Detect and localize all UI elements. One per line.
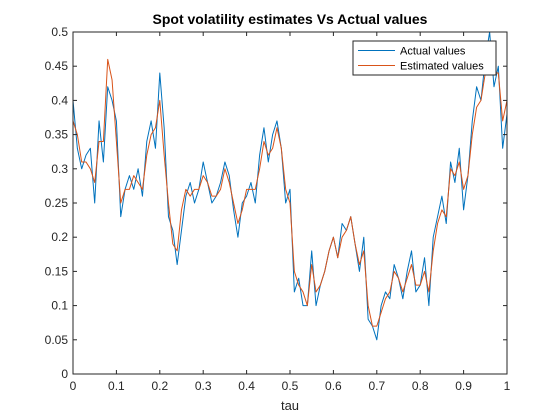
x-tick-label: 0.6 (325, 379, 342, 393)
y-tick-label: 0.15 (45, 264, 69, 278)
x-tick-label: 0.7 (368, 379, 385, 393)
x-tick-label: 1 (504, 379, 511, 393)
legend-label-actual: Actual values (400, 46, 466, 58)
y-tick-label: 0.25 (45, 196, 69, 210)
plot-area: 0 0.1 0.2 0.3 0.4 0.5 0.6 0.7 0.8 0.9 1 0 0.05 0.1 0.… (45, 25, 511, 393)
legend: Actual values Estimated values (352, 40, 497, 76)
legend-label-estimated: Estimated values (400, 61, 484, 73)
x-tick-label: 0.9 (455, 379, 472, 393)
legend-box (352, 40, 497, 76)
x-tick-label: 0.3 (195, 379, 212, 393)
x-tick-label: 0.5 (282, 379, 299, 393)
series-line-estimated (72, 52, 508, 327)
chart-title: Spot volatility estimates Vs Actual valu… (153, 11, 428, 27)
y-tick-label: 0.45 (45, 59, 69, 73)
y-tick-label: 0 (61, 367, 68, 381)
y-tick-label: 0.35 (45, 128, 69, 142)
x-tick-label: 0.8 (412, 379, 429, 393)
x-axis-ticks: 0 0.1 0.2 0.3 0.4 0.5 0.6 0.7 0.8 0.9 1 (70, 32, 511, 393)
y-tick-label: 0.5 (51, 25, 68, 39)
y-tick-label: 0.3 (51, 162, 68, 176)
y-tick-label: 0.05 (45, 333, 69, 347)
series-layer (72, 31, 508, 341)
x-tick-label: 0.1 (108, 379, 125, 393)
x-tick-label: 0.4 (238, 379, 255, 393)
series-line-actual (72, 31, 508, 341)
x-tick-label: 0.2 (151, 379, 168, 393)
y-tick-label: 0.4 (51, 93, 68, 107)
y-tick-label: 0.2 (51, 230, 68, 244)
y-axis-ticks: 0 0.05 0.1 0.15 0.2 0.25 0.3 0.35 0.4 0.45 0.5 (45, 25, 507, 381)
x-axis-label: tau (281, 398, 299, 413)
x-tick-label: 0 (70, 379, 77, 393)
y-tick-label: 0.1 (51, 299, 68, 313)
